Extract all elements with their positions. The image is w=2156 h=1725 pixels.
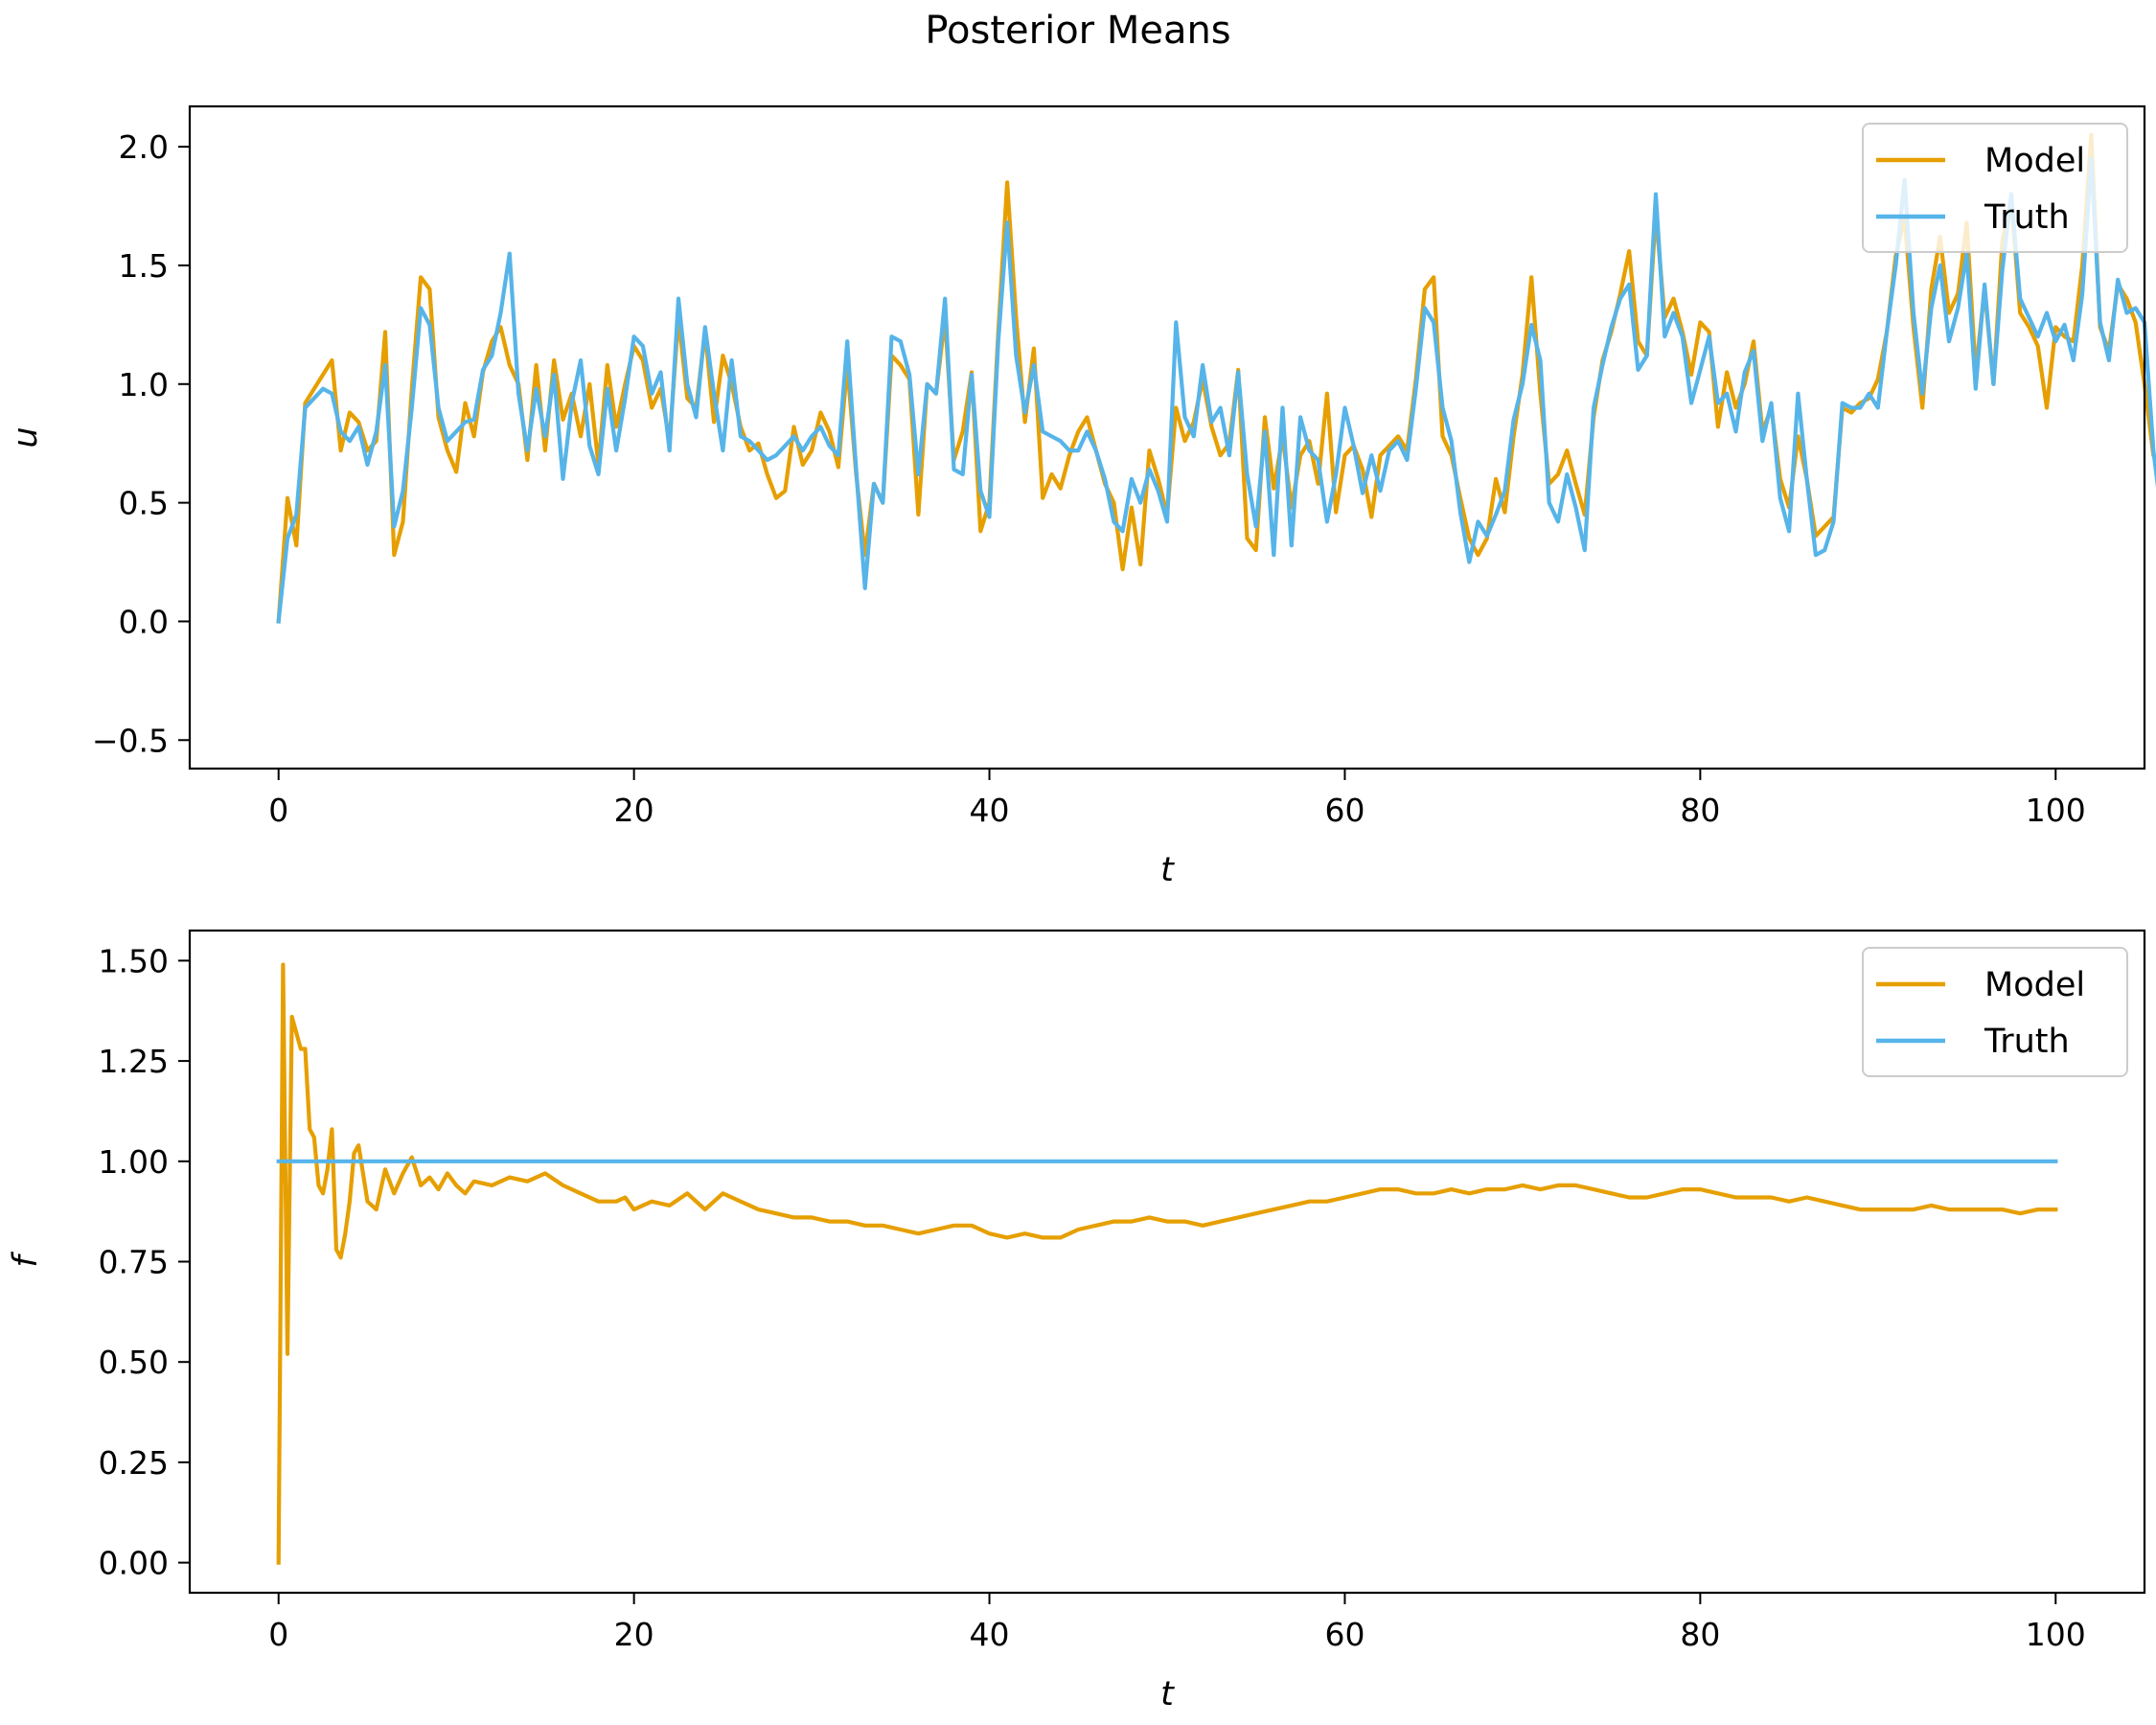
u-series-truth-line <box>276 156 2156 624</box>
f-y-tick-label: 0.75 <box>99 1244 169 1281</box>
f-x-tick-label: 40 <box>970 1616 1010 1653</box>
u-x-tick-label: 40 <box>970 792 1010 829</box>
u-y-tick-label: 1.0 <box>119 366 169 403</box>
u-legend-box <box>1862 123 2128 253</box>
u-axes-frame <box>188 104 2146 770</box>
f-y-tick-label: 0.50 <box>99 1344 169 1381</box>
f-y-tick-label: 1.00 <box>99 1143 169 1181</box>
u-x-tick-label: 80 <box>1680 792 1720 829</box>
f-y-axis-label: f <box>7 1252 45 1268</box>
u-y-tick-label: 2.0 <box>119 128 169 166</box>
f-legend-label-model: Model <box>1984 966 2085 1004</box>
u-y-tick-label: 0.0 <box>119 603 169 640</box>
u-x-tick-label: 60 <box>1324 792 1365 829</box>
f-x-tick-label: 60 <box>1324 1616 1365 1653</box>
f-y-tick-label: 0.00 <box>99 1545 169 1582</box>
u-x-tick-label: 20 <box>614 792 654 829</box>
u-x-tick-label: 0 <box>268 792 288 829</box>
u-x-tick-label: 100 <box>2026 792 2086 829</box>
f-y-tick-label: 1.25 <box>99 1043 169 1080</box>
f-x-tick-label: 100 <box>2026 1616 2086 1653</box>
f-y-tick-label: 1.50 <box>99 942 169 979</box>
u-y-tick-label: 0.5 <box>119 485 169 522</box>
f-legend-box <box>1862 947 2128 1077</box>
f-y-tick-label: 0.25 <box>99 1444 169 1482</box>
u-y-tick-label: −0.5 <box>92 722 169 759</box>
figure-title: Posterior Means <box>925 9 1230 53</box>
u-legend-label-truth: Truth <box>1984 198 2070 237</box>
f-x-tick-label: 80 <box>1680 1616 1720 1653</box>
f-axes-frame <box>188 929 2146 1595</box>
f-panel: 0 20 40 60 80 100 0.00 0.25 0.50 0.75 1.00 1.25 1.50… <box>7 929 2146 1714</box>
f-series-model-line <box>276 962 2058 1565</box>
u-legend-label-model: Model <box>1984 142 2085 180</box>
u-y-tick-label: 1.5 <box>119 247 169 285</box>
f-x-tick-label: 20 <box>614 1616 654 1653</box>
f-x-tick-label: 0 <box>268 1616 288 1653</box>
u-x-axis-label: t <box>1160 851 1175 889</box>
f-legend-label-truth: Truth <box>1984 1023 2070 1061</box>
u-y-axis-label: u <box>7 426 45 448</box>
u-series-model-line <box>276 132 2156 624</box>
u-panel: 0 20 40 60 80 100 −0.5 0.0 0.5 1.0 1.5 2.0 t u Model Tr… <box>7 104 2156 889</box>
f-x-axis-label: t <box>1160 1675 1175 1714</box>
